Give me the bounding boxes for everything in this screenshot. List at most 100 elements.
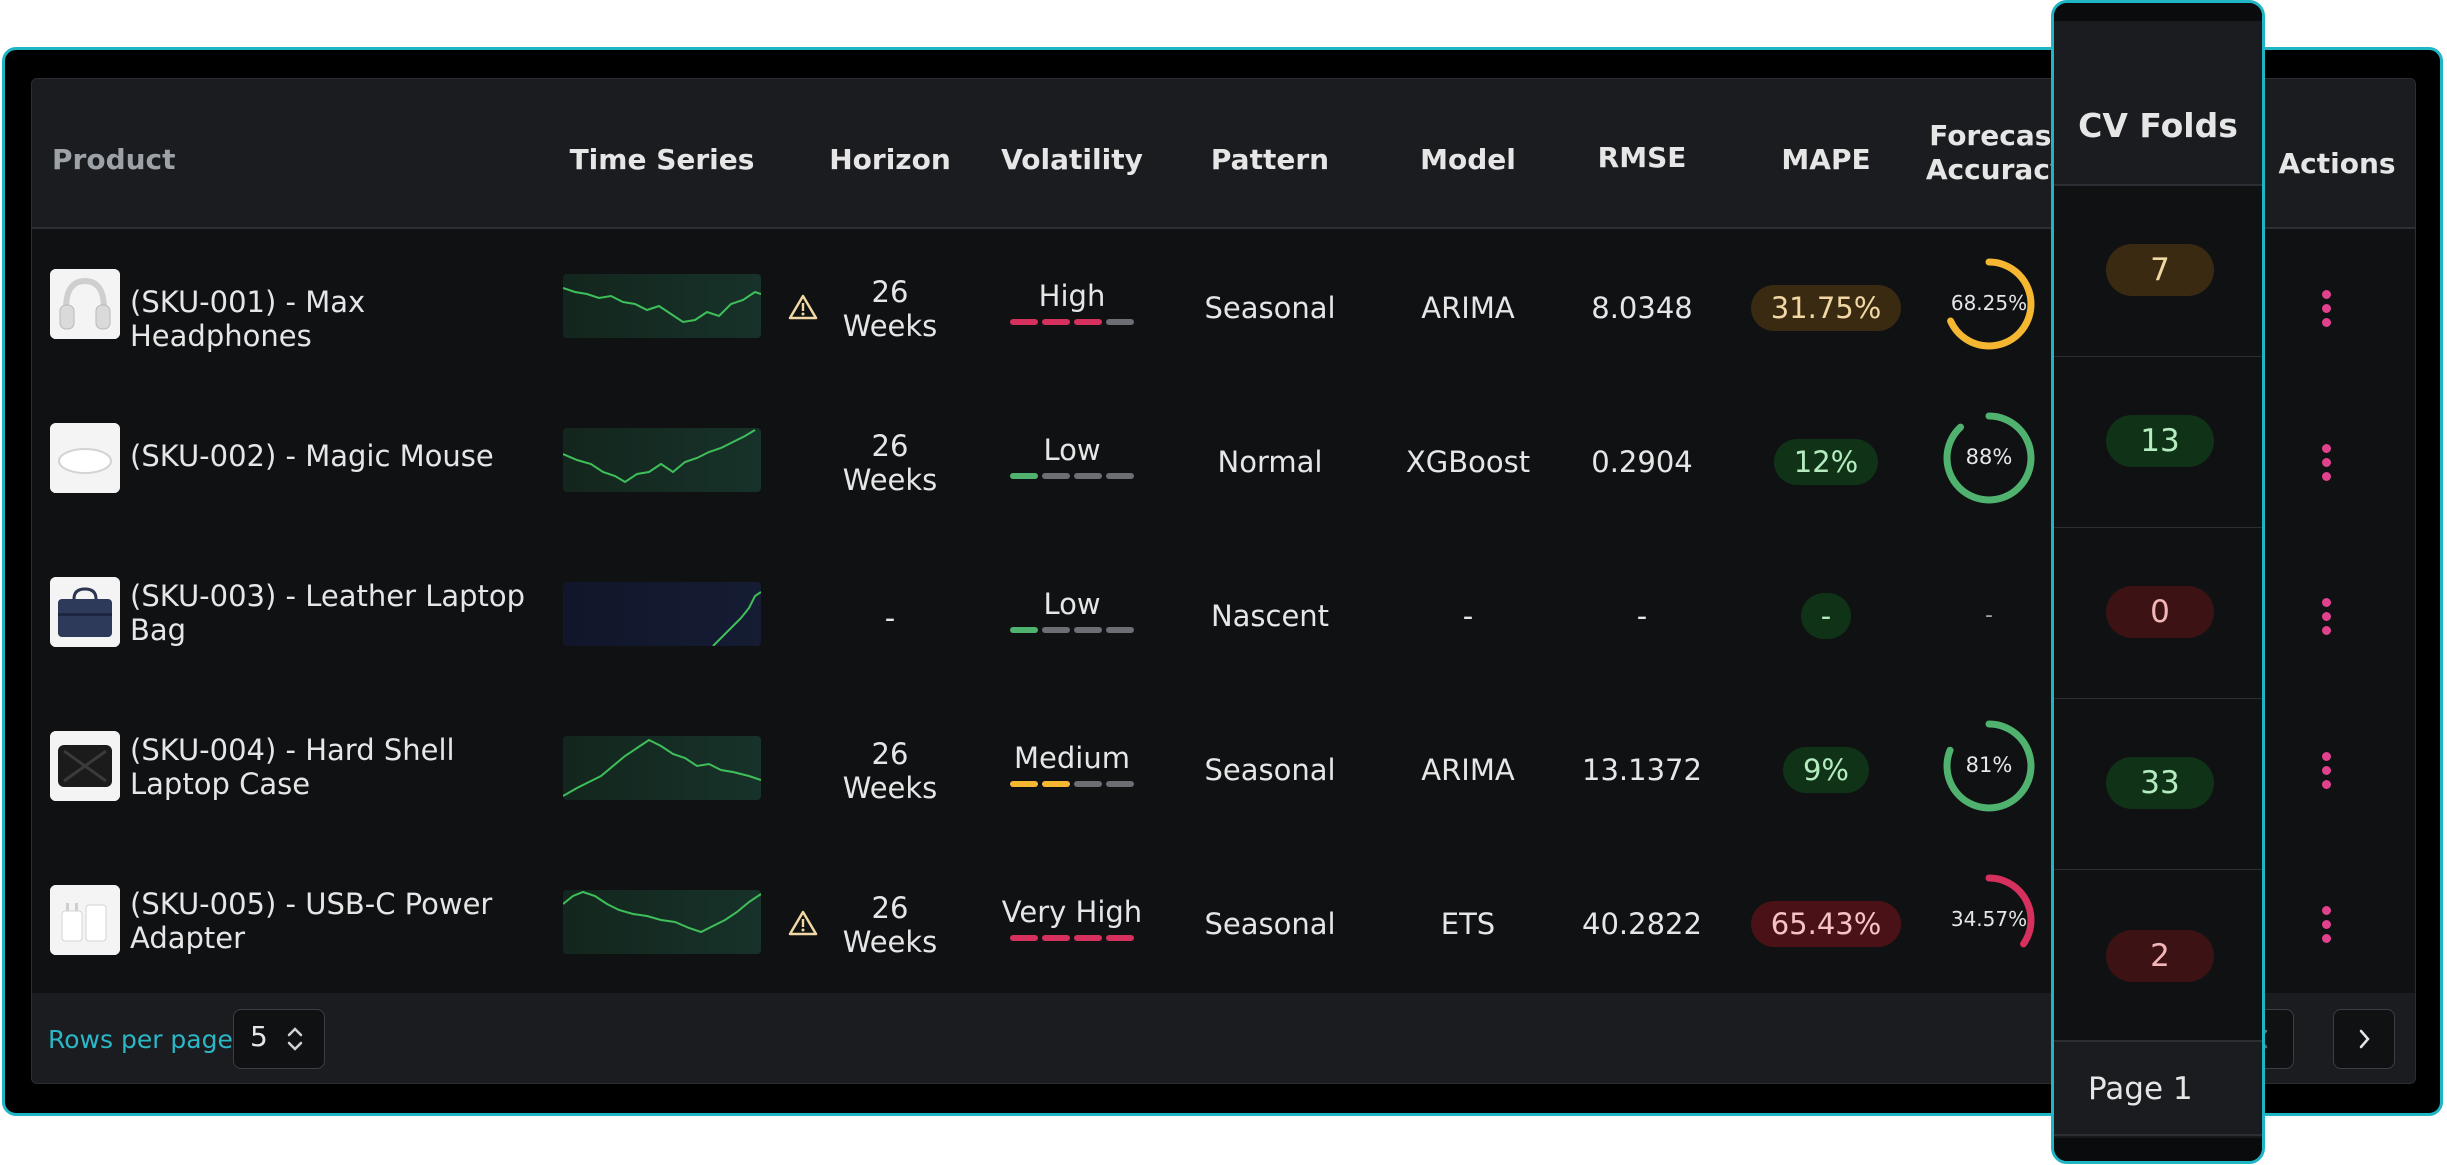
- header-horizon[interactable]: Horizon: [829, 143, 951, 176]
- table-row[interactable]: (SKU-001) - Max Headphones 26 Weeks: [32, 229, 2415, 385]
- horizon-value: 26 Weeks: [800, 275, 980, 343]
- rmse-value: -: [1636, 599, 1648, 633]
- time-series-sparkline[interactable]: [563, 274, 761, 338]
- cv-folds-cell: 7: [2054, 186, 2262, 358]
- row-actions-menu-icon[interactable]: [2320, 593, 2332, 640]
- accuracy-value: 81%: [1966, 753, 2013, 777]
- product-name-line2: Bag: [130, 613, 187, 647]
- volatility-bar-segment: [1010, 319, 1038, 325]
- product-name-line1: (SKU-004) - Hard Shell: [130, 733, 455, 767]
- warning-icon: [788, 910, 818, 936]
- product-thumbnail: [50, 731, 120, 801]
- rmse-value: 8.0348: [1591, 291, 1693, 325]
- row-actions-menu-icon[interactable]: [2320, 439, 2332, 486]
- mape-cell: 31.75%: [1736, 285, 1916, 331]
- accuracy-ring-arc: [1943, 874, 2035, 966]
- horizon-value: -: [800, 601, 980, 635]
- row-actions-menu-icon[interactable]: [2320, 285, 2332, 332]
- header-time-series[interactable]: Time Series: [569, 143, 755, 176]
- accuracy-ring: 81%: [1943, 720, 2035, 812]
- accuracy-value: 68.25%: [1951, 291, 2027, 315]
- table-row[interactable]: (SKU-004) - Hard Shell Laptop Case 26 We…: [32, 691, 2415, 847]
- horizon-value: 26 Weeks: [800, 429, 980, 497]
- accuracy-value: 88%: [1966, 445, 2013, 469]
- rows-per-page-select[interactable]: 5: [233, 1009, 325, 1069]
- row-actions-menu-icon[interactable]: [2320, 901, 2332, 948]
- mape-cell: 9%: [1736, 747, 1916, 793]
- cv-folds-badge: 2: [2106, 930, 2214, 982]
- accuracy-value: -: [1985, 603, 1993, 628]
- volatility-bar-segment: [1010, 473, 1038, 479]
- horizon-unit: Weeks: [842, 309, 938, 343]
- volatility-bar-segment: [1074, 627, 1102, 633]
- header-product[interactable]: Product: [52, 143, 176, 176]
- overlay-top-strip: [2054, 3, 2262, 23]
- volatility-indicator: Very High: [982, 895, 1162, 941]
- time-series-sparkline[interactable]: [563, 890, 761, 954]
- header-volatility[interactable]: Volatility: [1001, 143, 1143, 176]
- product-name[interactable]: (SKU-001) - Max Headphones: [130, 285, 550, 353]
- volatility-bar-segment: [1042, 781, 1070, 787]
- table-row[interactable]: (SKU-002) - Magic Mouse 26 Weeks Low Nor…: [32, 383, 2415, 539]
- pattern-value: Nascent: [1210, 599, 1330, 633]
- product-name[interactable]: (SKU-003) - Leather Laptop Bag: [130, 579, 550, 647]
- volatility-bar-segment: [1042, 319, 1070, 325]
- chevron-right-icon: [2359, 1029, 2370, 1049]
- pattern-value: Seasonal: [1204, 753, 1336, 787]
- header-cv-folds[interactable]: CV Folds: [2054, 21, 2262, 186]
- accuracy-ring: 88%: [1943, 412, 2035, 504]
- horizon-number: 26: [871, 275, 909, 309]
- pattern-value: Normal: [1217, 445, 1323, 479]
- header-forecast-accuracy-line1: Forecast: [1929, 119, 2065, 152]
- product-name-line1: (SKU-002) - Magic Mouse: [130, 439, 494, 473]
- next-page-button[interactable]: [2333, 1009, 2395, 1069]
- product-name-line2: Laptop Case: [130, 767, 311, 801]
- cv-folds-badge: 33: [2106, 757, 2214, 809]
- model-value: XGBoost: [1405, 445, 1531, 479]
- volatility-bar-segment: [1042, 627, 1070, 633]
- volatility-label: Medium: [1014, 741, 1130, 775]
- header-rmse[interactable]: RMSE: [1597, 141, 1687, 174]
- header-mape[interactable]: MAPE: [1781, 143, 1871, 176]
- table-footer: Rows per page: 5: [32, 993, 2415, 1083]
- header-actions[interactable]: Actions: [2278, 147, 2396, 180]
- warning-icon: [788, 294, 818, 320]
- volatility-bar-segment: [1106, 627, 1134, 633]
- table-row[interactable]: (SKU-003) - Leather Laptop Bag - Low Nas…: [32, 537, 2415, 693]
- mape-cell: -: [1736, 593, 1916, 639]
- pattern-value: Seasonal: [1204, 291, 1336, 325]
- header-model[interactable]: Model: [1420, 143, 1516, 176]
- cv-folds-badge: 0: [2106, 586, 2214, 638]
- cv-folds-cell: 13: [2054, 357, 2262, 529]
- rmse-value: 0.2904: [1591, 445, 1693, 479]
- mape-cell: 65.43%: [1736, 901, 1916, 947]
- time-series-sparkline[interactable]: [563, 428, 761, 492]
- volatility-indicator: Low: [982, 433, 1162, 479]
- mape-badge: -: [1800, 593, 1852, 639]
- header-pattern[interactable]: Pattern: [1210, 143, 1330, 176]
- forecast-table: Product Time Series Horizon Volatility P…: [31, 78, 2416, 1084]
- volatility-bars: [982, 627, 1162, 633]
- product-name-line1: (SKU-001) - Max Headphones: [130, 285, 366, 353]
- header-forecast-accuracy[interactable]: Forecast Accuracy: [1912, 119, 2082, 187]
- horizon-number: -: [884, 601, 896, 635]
- volatility-bars: [982, 319, 1162, 325]
- horizon-number: 26: [871, 737, 909, 771]
- product-name[interactable]: (SKU-004) - Hard Shell Laptop Case: [130, 733, 550, 801]
- model-value: ARIMA: [1421, 291, 1515, 325]
- model-value: ARIMA: [1421, 753, 1515, 787]
- product-name-line1: (SKU-003) - Leather Laptop: [130, 579, 526, 613]
- chevron-up-down-icon: [287, 1027, 303, 1051]
- volatility-bar-segment: [1074, 319, 1102, 325]
- volatility-bar-segment: [1042, 473, 1070, 479]
- row-actions-menu-icon[interactable]: [2320, 747, 2332, 794]
- product-name[interactable]: (SKU-002) - Magic Mouse: [130, 439, 550, 473]
- mape-badge: 9%: [1782, 747, 1869, 793]
- cv-folds-badge: 7: [2106, 244, 2214, 296]
- horizon-unit: Weeks: [842, 771, 938, 805]
- table-row[interactable]: (SKU-005) - USB-C Power Adapter 26 Weeks: [32, 845, 2415, 1001]
- product-name[interactable]: (SKU-005) - USB-C Power Adapter: [130, 887, 550, 955]
- time-series-sparkline[interactable]: [563, 582, 761, 646]
- time-series-sparkline[interactable]: [563, 736, 761, 800]
- horizon-value: 26 Weeks: [800, 737, 980, 805]
